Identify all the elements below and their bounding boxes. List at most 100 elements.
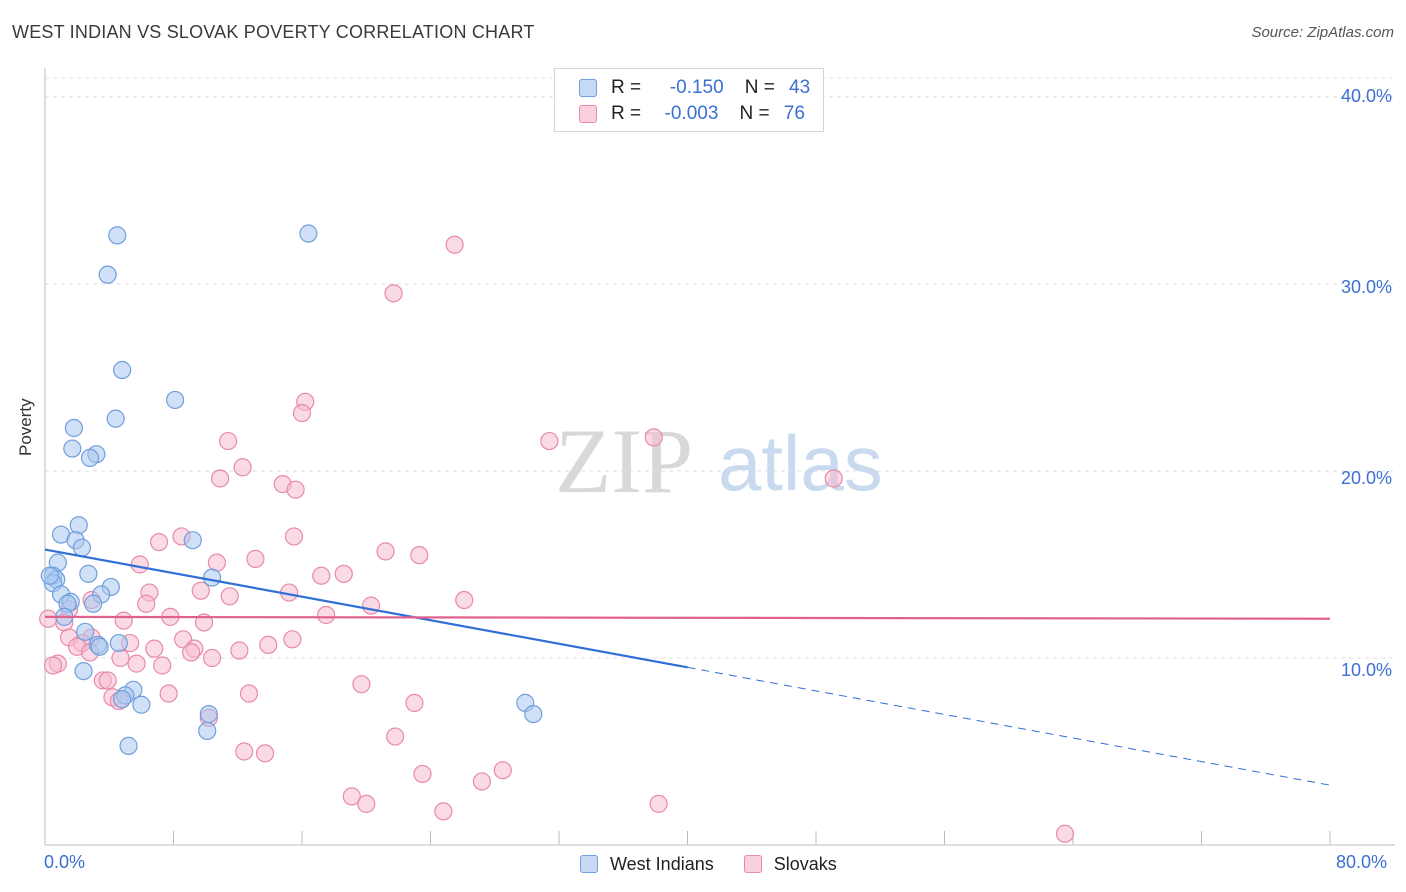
- slovaks-point: [405, 693, 424, 712]
- west-indians-point: [109, 633, 128, 653]
- slovaks-point: [202, 648, 222, 668]
- west-indians-points: [40, 224, 543, 755]
- west-indians-point: [202, 568, 222, 587]
- slovaks-point: [434, 802, 453, 821]
- axes: [44, 68, 1395, 846]
- slovaks-point: [445, 235, 464, 254]
- watermark-atlas: atlas: [718, 419, 883, 507]
- gridlines: [45, 77, 1395, 659]
- slovaks-point: [386, 727, 405, 746]
- slovaks-point: [111, 648, 130, 668]
- west-indians-point: [80, 448, 100, 468]
- slovaks-point: [472, 772, 491, 791]
- slovaks-point: [233, 458, 252, 477]
- n-value: 76: [783, 103, 805, 124]
- legend-item-west-indians: West Indians: [580, 854, 714, 875]
- n-label: N =: [739, 103, 770, 124]
- west-indians-point: [119, 736, 138, 755]
- n-value: 43: [789, 77, 811, 98]
- slovaks-point: [493, 761, 512, 780]
- r-value: -0.003: [664, 103, 719, 124]
- slovaks-point: [191, 581, 210, 600]
- slovaks-point: [312, 566, 331, 585]
- slovaks-point: [334, 564, 353, 583]
- slovaks-point: [230, 641, 249, 660]
- west-indians-point: [299, 224, 318, 243]
- west-indians-point: [108, 226, 127, 245]
- slovaks-point: [210, 469, 230, 488]
- slovaks-point: [239, 684, 259, 703]
- west-indians-point: [524, 704, 543, 724]
- slovaks-point: [137, 594, 156, 613]
- west-indians-point: [98, 265, 117, 284]
- r-label: R =: [611, 103, 642, 124]
- west-indians-point: [106, 409, 125, 428]
- slovaks-point: [283, 630, 302, 649]
- west-indians-point: [40, 566, 59, 585]
- blue-swatch: [580, 855, 598, 873]
- slovaks-point: [39, 609, 58, 628]
- slovaks-point: [194, 613, 214, 632]
- slovaks-point: [292, 403, 312, 423]
- slovaks-point: [149, 532, 169, 552]
- legend-row-slovaks: R = -0.003 N = 76: [579, 103, 805, 125]
- slovaks-point: [219, 431, 238, 451]
- west-indians-point: [84, 594, 103, 613]
- slovaks-point: [316, 605, 336, 625]
- x-tick-min: 0.0%: [44, 852, 86, 872]
- r-value: -0.150: [669, 77, 724, 98]
- n-label: N =: [744, 77, 775, 98]
- west-indians-point: [74, 661, 93, 681]
- slovaks-point: [384, 284, 403, 303]
- watermark-zip: ZIP: [555, 410, 693, 512]
- west-indians-trend-line: [44, 548, 688, 669]
- west-indians-point: [198, 721, 217, 741]
- slovaks-point: [43, 656, 63, 675]
- slovaks-point: [376, 542, 395, 561]
- slovaks-point: [182, 643, 201, 662]
- west-indians-point: [64, 418, 84, 438]
- west-indians-point: [112, 690, 132, 709]
- west-indians-point: [72, 538, 92, 557]
- west-indians-trend-extension: [687, 666, 1331, 786]
- y-tick-30: 30.0%: [1340, 277, 1392, 297]
- slovaks-point: [114, 611, 133, 630]
- slovaks-point: [159, 684, 178, 703]
- slovaks-point: [342, 787, 361, 806]
- west-indians-point: [183, 531, 202, 550]
- slovaks-point: [127, 654, 146, 673]
- slovaks-point: [220, 587, 239, 606]
- slovaks-point: [413, 764, 432, 784]
- slovaks-point: [284, 527, 304, 546]
- slovaks-trend-line: [44, 615, 1331, 620]
- slovaks-point: [824, 469, 843, 488]
- y-tick-20: 20.0%: [1340, 468, 1392, 488]
- slovaks-point: [644, 428, 663, 447]
- slovaks-point: [255, 744, 275, 763]
- watermark: ZIP atlas: [555, 410, 883, 512]
- slovaks-point: [246, 549, 265, 568]
- chart-title: WEST INDIAN VS SLOVAK POVERTY CORRELATIO…: [12, 22, 535, 42]
- west-indians-point: [76, 622, 95, 641]
- source-label: Source: ZipAtlas.com: [1251, 24, 1394, 41]
- west-indians-point: [69, 516, 88, 535]
- trend-lines: [44, 548, 1331, 786]
- slovaks-point: [1055, 824, 1075, 843]
- west-indians-point: [112, 360, 132, 380]
- legend-item-slovaks: Slovaks: [743, 853, 837, 875]
- west-indians-point: [79, 564, 98, 583]
- slovaks-point: [455, 590, 474, 610]
- west-indians-point: [166, 390, 185, 410]
- r-label: R =: [611, 77, 642, 98]
- series-legend: West Indians Slovaks: [580, 852, 867, 876]
- slovaks-point: [153, 656, 172, 675]
- slovaks-point: [98, 671, 117, 690]
- slovaks-point: [361, 596, 381, 615]
- x-tick-max: 80.0%: [1336, 852, 1388, 872]
- legend-label: Slovaks: [773, 853, 837, 874]
- slovaks-point: [357, 794, 376, 813]
- west-indians-point: [63, 439, 82, 458]
- slovaks-point: [130, 555, 149, 574]
- slovaks-point: [235, 742, 254, 761]
